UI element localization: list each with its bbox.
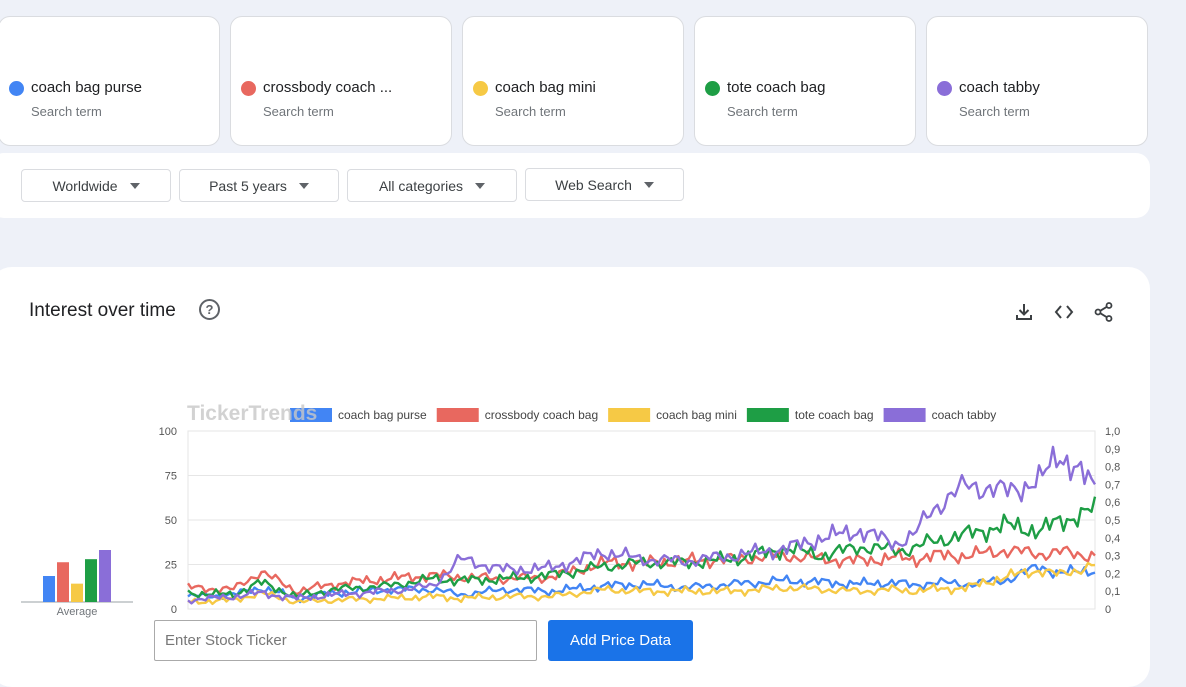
stock-ticker-input[interactable]: Enter Stock Ticker	[154, 620, 537, 661]
period-label: Past 5 years	[209, 177, 287, 194]
search-type-label: Web Search	[555, 176, 632, 193]
caret-down-icon	[643, 181, 654, 188]
series-color-dot	[705, 81, 720, 96]
share-icon[interactable]	[1093, 301, 1115, 323]
caret-down-icon	[475, 182, 486, 189]
term-name: crossbody coach ...	[263, 79, 393, 96]
search-type-dropdown[interactable]: Web Search	[525, 168, 684, 201]
term-sub: Search term	[263, 104, 334, 119]
caret-down-icon	[298, 182, 309, 189]
term-name: coach bag mini	[495, 79, 596, 96]
series-color-dot	[473, 81, 488, 96]
term-card-4[interactable]: tote coach bag Search term	[694, 16, 916, 146]
term-sub: Search term	[495, 104, 566, 119]
term-card-5[interactable]: coach tabby Search term	[926, 16, 1148, 146]
term-card-3[interactable]: coach bag mini Search term	[462, 16, 684, 146]
series-color-dot	[241, 81, 256, 96]
term-sub: Search term	[31, 104, 102, 119]
download-icon[interactable]	[1013, 301, 1035, 323]
term-name: coach tabby	[959, 79, 1040, 96]
period-dropdown[interactable]: Past 5 years	[179, 169, 339, 202]
filter-bar: Worldwide Past 5 years All categories We…	[0, 153, 1150, 218]
interest-panel: Interest over time ? Enter Stock Ticker …	[0, 267, 1150, 687]
term-card-2[interactable]: crossbody coach ... Search term	[230, 16, 452, 146]
term-name: tote coach bag	[727, 79, 826, 96]
region-dropdown[interactable]: Worldwide	[21, 169, 171, 202]
term-name: coach bag purse	[31, 79, 142, 96]
series-color-dot	[937, 81, 952, 96]
series-color-dot	[9, 81, 24, 96]
category-dropdown[interactable]: All categories	[347, 169, 517, 202]
panel-title: Interest over time	[29, 300, 176, 321]
term-card-1[interactable]: coach bag purse Search term	[0, 16, 220, 146]
term-sub: Search term	[727, 104, 798, 119]
region-label: Worldwide	[52, 177, 118, 194]
category-label: All categories	[378, 177, 464, 194]
embed-code-icon[interactable]	[1053, 301, 1075, 323]
add-price-data-button[interactable]: Add Price Data	[548, 620, 693, 661]
caret-down-icon	[129, 182, 140, 189]
help-icon[interactable]: ?	[199, 299, 220, 320]
term-sub: Search term	[959, 104, 1030, 119]
